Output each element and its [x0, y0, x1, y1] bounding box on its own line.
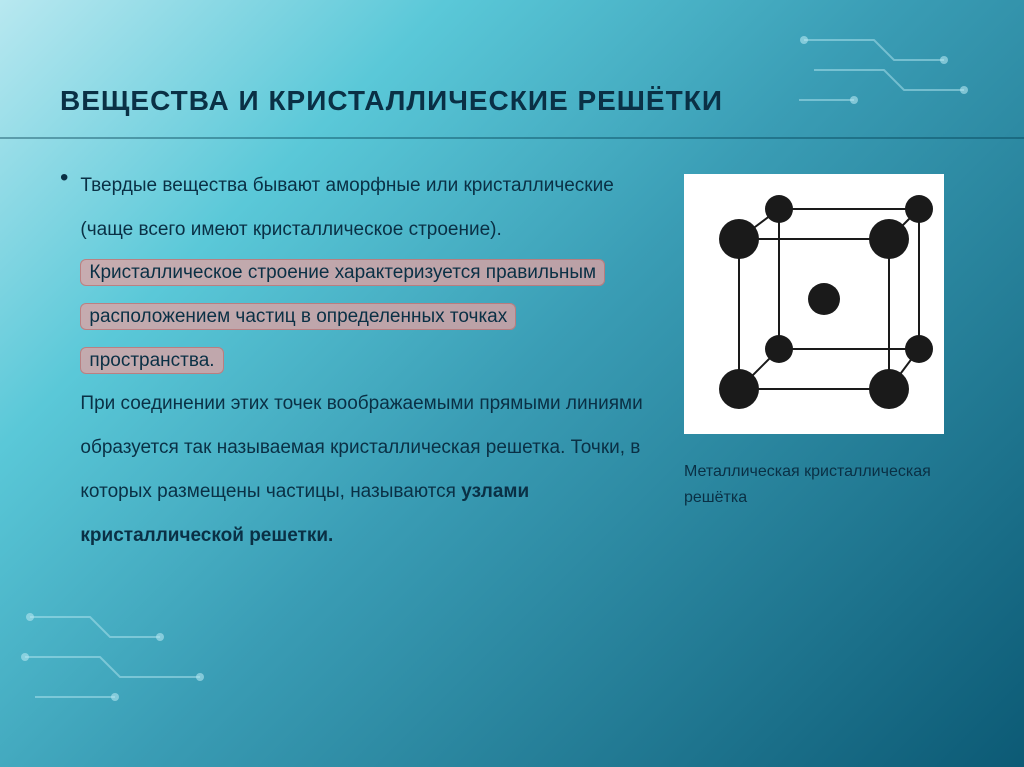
text-part1: Твердые вещества бывают аморфные или кри…	[80, 175, 613, 240]
image-column: Металлическая кристаллическая решётка	[684, 154, 964, 557]
text-part2a: При соединении этих точек воображаемыми …	[80, 393, 642, 501]
bullet-icon: •	[60, 164, 68, 193]
diagram-caption: Металлическая кристаллическая решётка	[684, 459, 964, 510]
lattice-diagram	[684, 174, 944, 434]
highlight-text: Кристаллическое строение характеризуется…	[80, 259, 605, 373]
content-area: • Твердые вещества бывают аморфные или к…	[0, 154, 1024, 557]
circuit-decor-bottom	[20, 587, 240, 737]
body-text: Твердые вещества бывают аморфные или кри…	[80, 164, 644, 557]
text-column: • Твердые вещества бывают аморфные или к…	[60, 154, 644, 557]
title-section: ВЕЩЕСТВА И КРИСТАЛЛИЧЕСКИЕ РЕШЁТКИ	[0, 0, 1024, 139]
page-title: ВЕЩЕСТВА И КРИСТАЛЛИЧЕСКИЕ РЕШЁТКИ	[60, 85, 964, 117]
